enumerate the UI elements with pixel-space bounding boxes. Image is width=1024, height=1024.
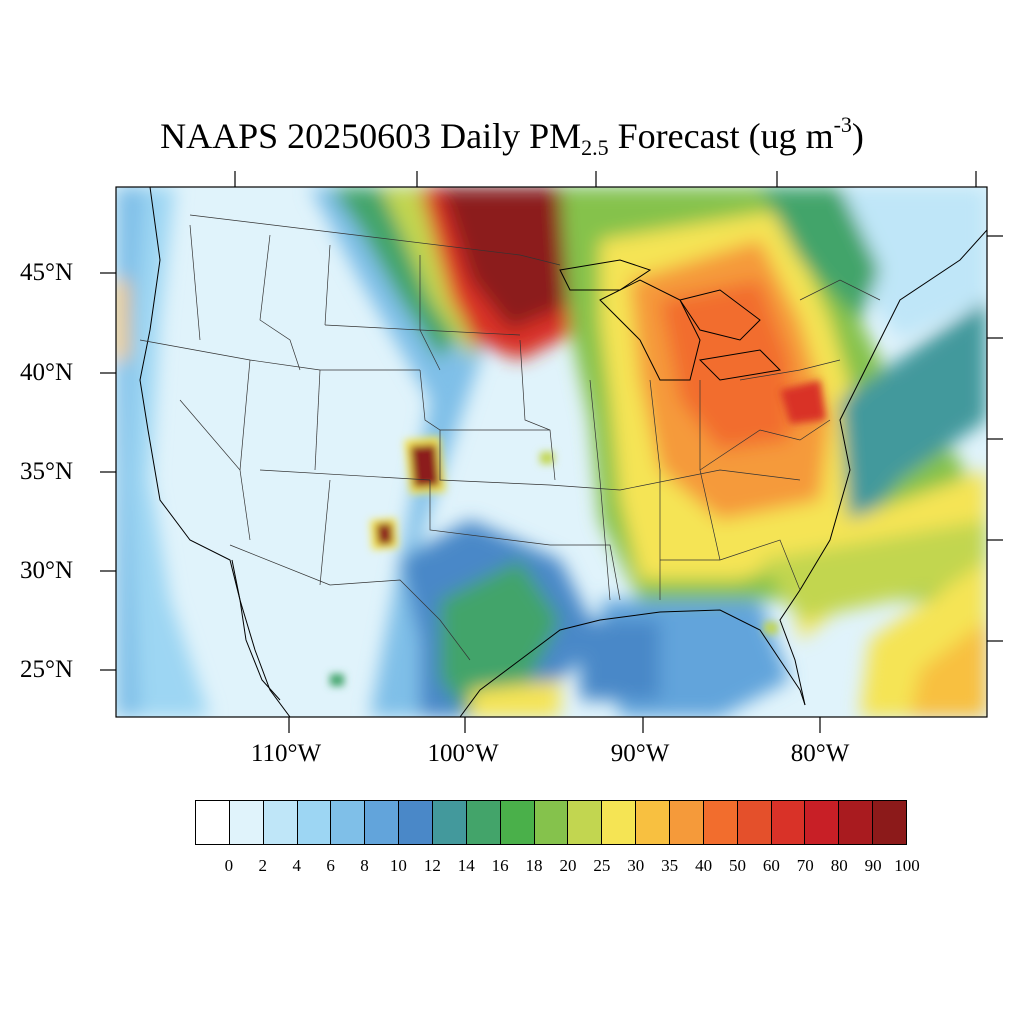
canada-border-west <box>189 214 561 266</box>
colorbar-label-6: 6 <box>326 856 335 875</box>
colorbar-cell-12 <box>602 801 637 844</box>
coastlines <box>139 187 987 717</box>
lake-superior <box>559 259 652 291</box>
title-units-text: Forecast (ug m <box>608 116 834 156</box>
colorbar-label-18: 18 <box>525 856 543 875</box>
colorbar-cell-8 <box>466 801 501 844</box>
colorbar-cell-6 <box>399 801 434 844</box>
colorbar-label-12: 12 <box>423 856 441 875</box>
lat-label-45: 45°N <box>20 259 74 286</box>
colorbar-cell-13 <box>636 801 671 844</box>
lat-label-35: 35°N <box>20 458 74 485</box>
colorbar-label-2: 2 <box>258 856 268 875</box>
smooth-field <box>116 187 987 717</box>
hotspots <box>330 380 826 686</box>
lat-label-25: 25°N <box>20 656 74 683</box>
colorbar-cell-15 <box>703 801 738 844</box>
lon-label-80: 80°W <box>790 740 850 767</box>
lake-erie <box>698 349 782 381</box>
title-superscript: -3 <box>833 112 852 137</box>
colorbar-cell-3 <box>297 801 332 844</box>
colorado-kansas-hotspot <box>410 444 440 488</box>
colorbar-label-25: 25 <box>593 856 611 875</box>
mid-atlantic-hotspot <box>780 380 826 424</box>
baja-gulf-coast <box>231 559 281 701</box>
lat-label-30: 30°N <box>20 557 74 584</box>
new-mexico-hotspot <box>376 523 393 545</box>
colorbar-label-10: 10 <box>389 856 407 875</box>
colorbar-cell-7 <box>433 801 467 844</box>
colorbar-label-8: 8 <box>360 856 369 875</box>
colorbar-cell-1 <box>229 801 264 844</box>
colorbar-cell-14 <box>670 801 704 844</box>
colorbar-cell-11 <box>568 801 603 844</box>
map-frame <box>115 186 988 718</box>
lat-label-40: 40°N <box>20 359 74 386</box>
lake-michigan <box>599 279 701 381</box>
title-subscript: 2.5 <box>581 135 609 160</box>
title-close-paren: ) <box>851 116 864 156</box>
mexico-spot <box>330 674 344 686</box>
colorbar-cell-9 <box>500 801 535 844</box>
colorbar-cell-17 <box>771 801 806 844</box>
map-title: NAAPS 20250603 Daily PM2.5 Forecast (ug … <box>0 112 1024 161</box>
colorbar-cell-0 <box>196 801 230 844</box>
mexico-border <box>229 544 471 661</box>
colorbar <box>195 800 907 845</box>
colorbar-label-4: 4 <box>292 856 301 875</box>
graticule-ticks <box>100 171 1003 733</box>
borders <box>139 214 881 661</box>
colorbar-label-100: 100 <box>894 856 920 875</box>
pacific-coast <box>139 187 291 717</box>
colorbar-label-50: 50 <box>728 856 746 875</box>
colorbar-cell-16 <box>737 801 772 844</box>
colorbar-label-80: 80 <box>830 856 848 875</box>
colorbar-cell-2 <box>263 801 298 844</box>
colorbar-label-16: 16 <box>491 856 509 875</box>
colorbar-label-30: 30 <box>627 856 645 875</box>
lake-huron <box>679 289 761 341</box>
colorbar-label-14: 14 <box>457 856 475 875</box>
colorbar-cell-10 <box>534 801 569 844</box>
atlantic-coast <box>779 229 987 706</box>
colorbar-cell-5 <box>365 801 400 844</box>
colorbar-cell-18 <box>805 801 840 844</box>
colorbar-label-20: 20 <box>559 856 577 875</box>
gulf-coast <box>459 609 806 717</box>
colorbar-label-60: 60 <box>762 856 780 875</box>
colorbar-label-90: 90 <box>864 856 882 875</box>
concentration-field <box>116 187 987 717</box>
colorbar-label-70: 70 <box>796 856 814 875</box>
colorbar-cell-4 <box>331 801 366 844</box>
colorbar-label-40: 40 <box>695 856 713 875</box>
title-main-text: NAAPS 20250603 Daily PM <box>160 116 582 156</box>
colorbar-cell-20 <box>873 801 907 844</box>
lon-label-90: 90°W <box>610 740 670 767</box>
missouri-spot <box>540 452 554 464</box>
lon-label-110: 110°W <box>250 740 322 767</box>
florida-spot <box>764 622 778 634</box>
lon-label-100: 100°W <box>427 740 499 767</box>
colorbar-label-0: 0 <box>224 856 234 875</box>
colorbar-label-35: 35 <box>661 856 679 875</box>
colorbar-cell-19 <box>839 801 874 844</box>
